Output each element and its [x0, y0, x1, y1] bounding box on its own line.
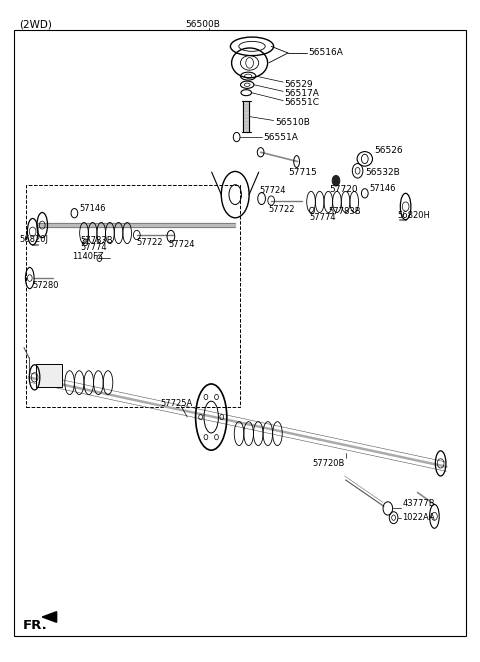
Text: 1022AA: 1022AA [402, 513, 435, 522]
Text: FR.: FR. [23, 619, 48, 632]
Text: 56510B: 56510B [275, 118, 310, 127]
Text: 57720B: 57720B [312, 459, 344, 468]
Text: 57146: 57146 [370, 184, 396, 193]
Polygon shape [42, 612, 57, 622]
Text: 57774: 57774 [81, 243, 107, 252]
Text: 1140FZ: 1140FZ [72, 252, 104, 261]
Text: 57722: 57722 [137, 238, 163, 247]
Text: 56500B: 56500B [185, 20, 220, 29]
Text: 56820H: 56820H [397, 211, 430, 220]
Text: 57783B: 57783B [329, 207, 361, 216]
Text: 57774: 57774 [310, 213, 336, 222]
Text: 57715: 57715 [288, 167, 317, 177]
Text: 43777B: 43777B [402, 498, 435, 508]
Bar [36, 364, 62, 387]
Bar [26, 185, 240, 407]
Text: 57724: 57724 [259, 186, 286, 195]
Text: 56517A: 56517A [285, 89, 320, 98]
Polygon shape [243, 101, 249, 132]
Text: 56529: 56529 [285, 79, 313, 89]
Text: 57725A: 57725A [161, 399, 193, 408]
Text: 57724: 57724 [168, 240, 194, 250]
Polygon shape [38, 223, 235, 227]
Text: 56526: 56526 [374, 146, 403, 155]
Text: 56551A: 56551A [263, 132, 298, 142]
Text: 57722: 57722 [269, 205, 295, 214]
Circle shape [332, 175, 340, 186]
Text: 57720: 57720 [329, 185, 358, 195]
Text: 56516A: 56516A [309, 48, 344, 58]
Text: 57146: 57146 [79, 204, 106, 213]
Text: 56551C: 56551C [285, 98, 320, 107]
Text: 56820J: 56820J [19, 235, 48, 244]
Text: (2WD): (2WD) [19, 19, 52, 30]
Text: 56532B: 56532B [365, 168, 399, 177]
Text: 57280: 57280 [33, 281, 59, 291]
Text: 57783B: 57783B [81, 236, 113, 245]
